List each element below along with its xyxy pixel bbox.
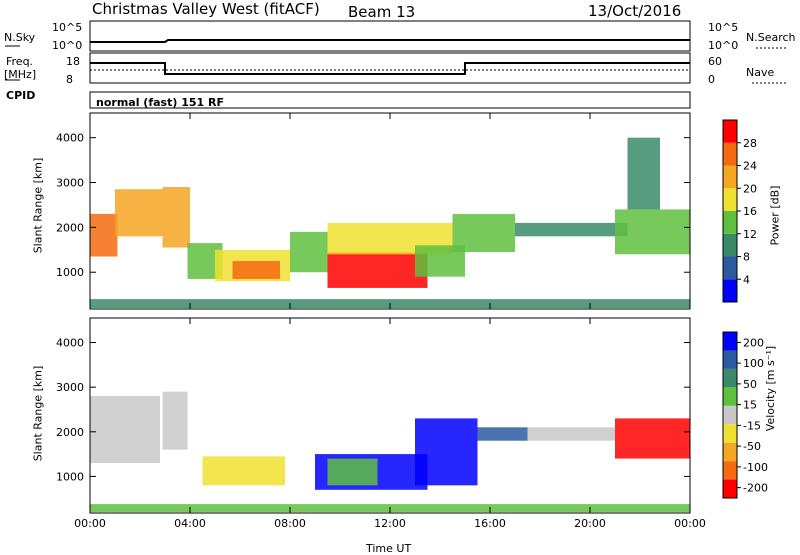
date-label: 13/Oct/2016 [588, 2, 682, 20]
freq-label: Freq. [6, 55, 34, 68]
nsky-strip-frame [89, 20, 691, 52]
beam-label: Beam 13 [348, 3, 416, 21]
velocity-colorbar-segment-3 [723, 424, 737, 443]
nsearch-label: N.Search [746, 31, 796, 44]
velocity-colorbar-label-2: 50 [743, 378, 757, 391]
nsky-tick-top: 10^5 [52, 21, 83, 34]
velocity-xtick-label-6: 00:00 [674, 517, 706, 530]
velocity-data-region-4 [327, 458, 378, 486]
velocity-ytick-label-0: 1000 [56, 470, 84, 483]
nsky-tick-bottom: 10^0 [52, 39, 83, 52]
power-colorbar-segment-4 [723, 188, 737, 211]
velocity-ytick-label-2: 3000 [56, 381, 84, 394]
power-data-region-1 [115, 189, 163, 237]
velocity-colorbar-label-5: -50 [743, 440, 761, 453]
velocity-colorbar-segment-0 [723, 479, 737, 498]
nave-label: Nave [746, 66, 775, 79]
power-data-region-13 [627, 137, 660, 210]
velocity-colorbar-label-4: -15 [743, 419, 761, 432]
power-ytick-label-0: 1000 [56, 266, 84, 279]
velocity-xtick-label-5: 20:00 [574, 517, 606, 530]
power-colorbar-segment-5 [723, 165, 737, 189]
freq-tick-bottom: 8 [66, 73, 73, 86]
power-colorbar-segment-6 [723, 142, 737, 166]
velocity-colorbar-segment-5 [723, 387, 737, 406]
velocity-xtick-label-1: 04:00 [174, 517, 206, 530]
velocity-ytick-label-1: 2000 [56, 426, 84, 439]
velocity-colorbar-label-1: 100 [743, 357, 764, 370]
power-colorbar-label-3: 16 [743, 205, 757, 218]
velocity-xtick-label-2: 08:00 [274, 517, 306, 530]
power-colorbar-label-5: 24 [743, 160, 757, 173]
power-data-region-0 [90, 213, 118, 257]
cpid-label: CPID [6, 89, 36, 102]
freq-tick-top: 18 [66, 55, 80, 68]
power-colorbar-label-1: 8 [743, 251, 750, 264]
power-data-region-11 [515, 222, 628, 237]
velocity-colorbar-segment-4 [723, 405, 737, 425]
nave-tick-top: 60 [708, 55, 722, 68]
freq-unit-label: [MHz] [4, 68, 37, 81]
velocity-colorbar-label-7: -200 [743, 482, 768, 495]
velocity-colorbar-segment-6 [723, 368, 737, 388]
power-data-region-5 [232, 261, 280, 279]
power-data-region-10 [452, 213, 515, 253]
power-ytick-label-2: 3000 [56, 177, 84, 190]
velocity-colorbar-segment-1 [723, 461, 737, 480]
power-ytick-label-3: 4000 [56, 132, 84, 145]
velocity-xtick-label-0: 00:00 [74, 517, 106, 530]
velocity-colorbar-label-0: 200 [743, 336, 764, 349]
power-data-region-7 [327, 252, 428, 288]
velocity-colorbar-segment-2 [723, 442, 737, 462]
power-ytick-label-1: 2000 [56, 221, 84, 234]
velocity-data-region-7 [527, 427, 615, 441]
power-colorbar-segment-2 [723, 233, 737, 257]
power-colorbar-segment-1 [723, 256, 737, 280]
power-colorbar-segment-7 [723, 120, 737, 143]
x-axis-label: Time UT [366, 542, 412, 555]
velocity-data-region-1 [162, 391, 188, 450]
power-colorbar-label-6: 28 [743, 137, 757, 150]
power-colorbar-label-2: 12 [743, 228, 757, 241]
power-data-region-12 [615, 209, 690, 255]
nsky-line [90, 39, 690, 43]
nsky-label: N.Sky [4, 31, 36, 44]
velocity-colorbar-segment-7 [723, 350, 737, 369]
power-colorbar-label-0: 4 [743, 273, 750, 286]
power-data-region-2 [162, 187, 190, 248]
velocity-ytick-label-3: 4000 [56, 337, 84, 350]
power-colorbar-segment-0 [723, 279, 737, 302]
cpid-mode: normal (fast) 151 RF [96, 96, 224, 109]
velocity-data-region-6 [477, 427, 528, 441]
nsearch-tick-top: 10^5 [708, 21, 739, 34]
velocity-xtick-label-3: 12:00 [374, 517, 406, 530]
velocity-colorbar-label-3: 15 [743, 399, 757, 412]
power-colorbar-label-4: 20 [743, 182, 757, 195]
velocity-data-region-5 [415, 418, 478, 486]
page-title: Christmas Valley West (fitACF) [92, 0, 320, 18]
velocity-data-region-0 [90, 396, 160, 464]
nave-tick-bottom: 0 [708, 73, 715, 86]
velocity-colorbar-label-6: -100 [743, 461, 768, 474]
cpid-strip-frame [89, 91, 691, 109]
freq-line [90, 62, 690, 75]
freq-strip-frame [89, 52, 691, 84]
power-colorbar-segment-3 [723, 211, 737, 234]
power-data-region-6 [290, 231, 328, 273]
nsearch-tick-bottom: 10^0 [708, 39, 739, 52]
velocity-colorbar-frame [722, 331, 738, 499]
velocity-xtick-label-4: 16:00 [474, 517, 506, 530]
velocity-data-region-2 [202, 456, 285, 486]
velocity-colorbar-segment-8 [723, 332, 737, 351]
velocity-data-region-8 [615, 418, 690, 459]
